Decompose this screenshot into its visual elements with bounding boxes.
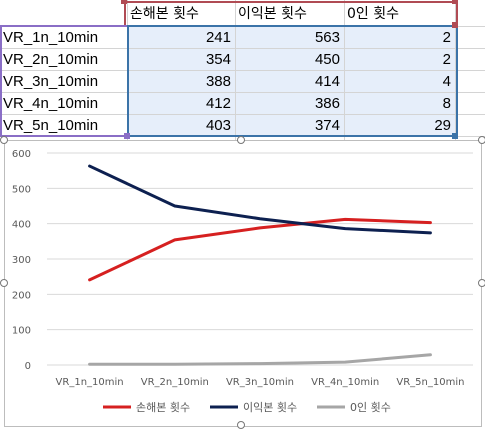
y-tick-label: 500 (12, 184, 31, 195)
chart-resize-handle[interactable] (478, 279, 485, 287)
y-tick-label: 200 (12, 290, 31, 301)
cell-profit[interactable]: 386 (314, 95, 340, 112)
y-tick-label: 400 (12, 220, 31, 231)
range-handle[interactable] (121, 0, 127, 4)
legend-label[interactable]: 손해본 횟수 (136, 400, 190, 414)
range-handle[interactable] (452, 0, 458, 4)
legend-label[interactable]: 이익본 횟수 (243, 401, 297, 414)
chart-resize-handle[interactable] (237, 421, 245, 429)
data-point[interactable] (173, 363, 176, 366)
cell-loss[interactable]: 354 (205, 51, 231, 68)
chart-resize-handle[interactable] (0, 279, 8, 287)
cell-profit[interactable]: 374 (314, 117, 340, 134)
cell-zero[interactable]: 29 (434, 117, 451, 134)
line-chart[interactable]: 0 100 200 300 400 500 600 VR_1n_10min VR_2n_10m… (4, 140, 482, 427)
header-loss-count[interactable]: 손해본 횟수 (130, 6, 199, 22)
values-range-outline (127, 25, 458, 137)
chart-resize-handle[interactable] (237, 136, 245, 144)
cell-loss[interactable]: 388 (205, 73, 231, 90)
category-range-outline (0, 25, 129, 137)
range-handle[interactable] (124, 133, 130, 139)
chart-resize-handle[interactable] (0, 136, 8, 144)
chart-resize-handle[interactable] (478, 136, 485, 144)
row-label[interactable]: VR_1n_10min (3, 29, 99, 46)
legend-label[interactable]: 0인 횟수 (350, 401, 391, 414)
range-handle[interactable] (452, 22, 458, 28)
series-line-1[interactable] (88, 164, 432, 235)
range-handle[interactable] (452, 133, 458, 139)
x-tick-label: VR_5n_10min (396, 377, 464, 388)
y-tick-label: 0 (25, 361, 31, 372)
row-label[interactable]: VR_2n_10min (3, 51, 99, 68)
data-point[interactable] (88, 278, 91, 282)
y-tick-label: 600 (12, 149, 31, 160)
data-point[interactable] (88, 164, 91, 168)
y-tick-label: 100 (12, 326, 31, 337)
row-label[interactable]: VR_3n_10min (3, 73, 99, 90)
cell-zero[interactable]: 8 (442, 95, 451, 112)
header-zero-count[interactable]: 0인 횟수 (347, 6, 399, 22)
cell-profit[interactable]: 414 (314, 73, 340, 90)
data-point[interactable] (258, 217, 262, 220)
cell-loss[interactable]: 412 (205, 95, 231, 112)
spreadsheet-grid[interactable]: 손해본 횟수 이익본 횟수 0인 횟수 VR_1n_10min 241 563 … (0, 0, 485, 140)
data-point[interactable] (429, 221, 432, 224)
x-tick-label: VR_1n_10min (56, 377, 124, 388)
chart-plot: 0 100 200 300 400 500 600 VR_1n_10min VR_2n_10m… (12, 149, 473, 414)
x-tick-label: VR_2n_10min (141, 377, 209, 388)
cell-zero[interactable]: 2 (442, 51, 451, 68)
data-range-highlight (127, 26, 455, 136)
cell-loss[interactable]: 241 (205, 29, 231, 46)
data-point[interactable] (88, 363, 91, 366)
cell-zero[interactable]: 4 (442, 73, 451, 90)
data-point[interactable] (344, 227, 347, 230)
x-tick-label: VR_4n_10min (311, 377, 379, 388)
row-label[interactable]: VR_4n_10min (3, 95, 99, 112)
data-point[interactable] (429, 353, 432, 356)
row-label[interactable]: VR_5n_10min (3, 117, 99, 134)
cell-profit[interactable]: 450 (314, 51, 340, 68)
data-point[interactable] (258, 362, 262, 365)
data-point[interactable] (258, 226, 262, 230)
x-tick-label: VR_3n_10min (226, 377, 294, 388)
cell-profit[interactable]: 563 (314, 29, 340, 46)
data-point[interactable] (173, 238, 176, 242)
data-point[interactable] (344, 360, 347, 364)
y-tick-label: 300 (12, 255, 31, 266)
cell-zero[interactable]: 2 (442, 29, 451, 46)
header-profit-count[interactable]: 이익본 횟수 (238, 6, 307, 22)
series-name-range-outline (124, 1, 458, 27)
cell-loss[interactable]: 403 (205, 117, 231, 134)
data-point[interactable] (429, 231, 432, 235)
data-point[interactable] (344, 218, 347, 221)
data-point[interactable] (173, 204, 176, 208)
